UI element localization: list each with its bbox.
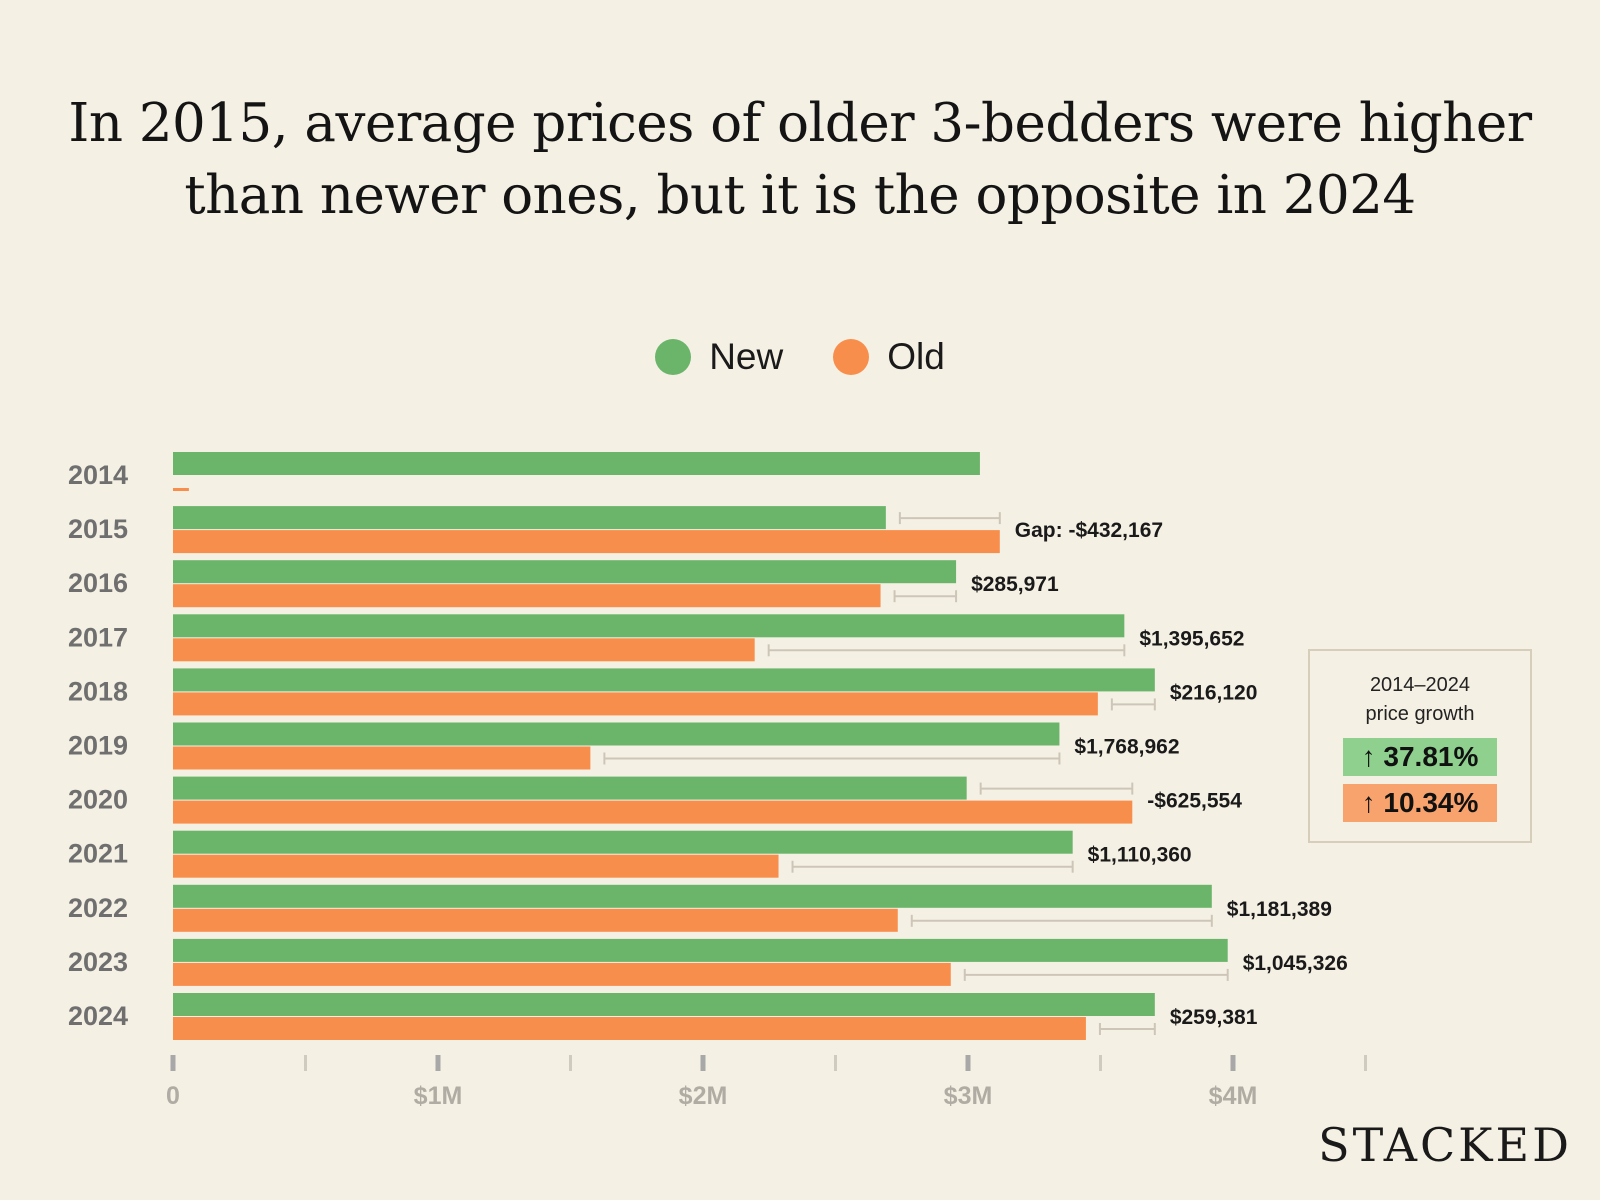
gap-label: $285,971 [971, 573, 1059, 596]
bar-old [173, 746, 591, 770]
price-growth-title-line-1: 2014–2024 [1369, 674, 1471, 696]
bar-old [173, 1017, 1086, 1040]
chart-title: In 2015, average prices of older 3-bedde… [0, 88, 1600, 232]
y-tick-label: 2014 [68, 460, 128, 490]
legend-swatch-new [655, 339, 692, 375]
legend-item-new: New [655, 336, 783, 378]
growth-badge-old: ↑ 10.34% [1343, 784, 1497, 822]
x-tick-label: $1M [414, 1082, 463, 1110]
y-tick-label: 2018 [68, 676, 128, 706]
legend-item-old: Old [833, 336, 945, 378]
y-tick-label: 2022 [68, 893, 128, 923]
x-tick-label: $3M [944, 1082, 993, 1110]
price-growth-title-line-2: price growth [1365, 703, 1475, 725]
bar-old [173, 854, 779, 878]
y-tick-label: 2024 [68, 1001, 128, 1031]
bar-new [173, 506, 886, 530]
brand-logo: STACKED [1318, 1118, 1572, 1172]
gap-label: $1,395,652 [1139, 627, 1244, 650]
bar-old [173, 692, 1098, 716]
gap-label: -$625,554 [1147, 790, 1242, 813]
gap-label: Gap: -$432,167 [1015, 519, 1163, 542]
bar-old [173, 488, 189, 491]
bar-new [173, 993, 1155, 1016]
bar-new [173, 830, 1073, 854]
gap-label: $1,768,962 [1074, 736, 1179, 759]
price-growth-box: 2014–2024 price growth ↑ 37.81% ↑ 10.34% [1308, 649, 1532, 843]
gap-label: $1,110,360 [1088, 844, 1192, 867]
price-growth-title: 2014–2024 price growth [1310, 671, 1530, 729]
gap-label: $259,381 [1170, 1006, 1258, 1029]
bar-new [173, 938, 1228, 962]
x-tick-label: $4M [1209, 1082, 1258, 1110]
bar-old [173, 800, 1133, 824]
bar-old [173, 638, 755, 662]
bar-new [173, 560, 957, 584]
bar-old [173, 908, 898, 932]
bar-new [173, 614, 1125, 638]
y-tick-label: 2023 [68, 947, 128, 977]
bar-new [173, 452, 980, 475]
bar-old [173, 530, 1000, 554]
y-tick-label: 2017 [68, 622, 128, 652]
y-tick-label: 2021 [68, 839, 128, 869]
y-tick-label: 2019 [68, 731, 128, 761]
chart-legend: New Old [0, 336, 1600, 378]
chart-title-line-1: In 2015, average prices of older 3-bedde… [68, 93, 1532, 154]
growth-badge-new: ↑ 37.81% [1343, 738, 1497, 776]
x-tick-label: 0 [166, 1082, 180, 1110]
y-tick-label: 2015 [68, 514, 128, 544]
legend-swatch-old [833, 339, 870, 375]
bar-new [173, 668, 1155, 692]
bar-old [173, 962, 951, 986]
bar-new [173, 722, 1060, 746]
chart-title-line-2: than newer ones, but it is the opposite … [184, 165, 1416, 226]
gap-label: $1,181,389 [1227, 898, 1332, 921]
y-tick-label: 2016 [68, 568, 128, 598]
gap-label: $1,045,326 [1243, 952, 1348, 975]
bar-new [173, 884, 1212, 908]
legend-label-new: New [709, 336, 784, 377]
y-tick-label: 2020 [68, 785, 128, 815]
bar-old [173, 584, 881, 608]
legend-label-old: Old [887, 336, 945, 377]
gap-label: $216,120 [1170, 681, 1258, 704]
x-tick-label: $2M [679, 1082, 728, 1110]
bar-new [173, 776, 967, 800]
